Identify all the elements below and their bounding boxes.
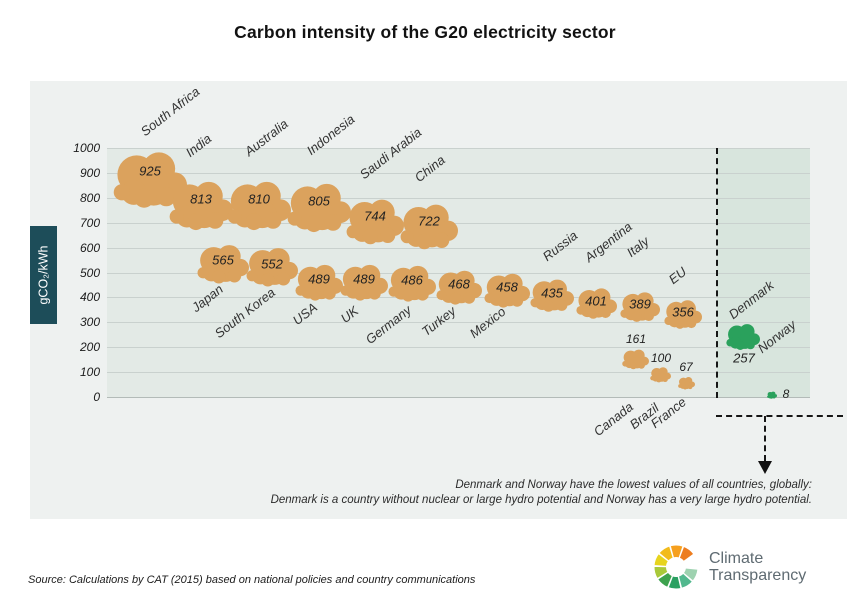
y-tick-400: 400 xyxy=(79,290,100,305)
cloud-argentina xyxy=(575,288,617,319)
value-denmark: 257 xyxy=(733,350,755,366)
cloud-norway xyxy=(767,391,777,399)
gridline-300 xyxy=(107,322,810,324)
logo-line-1: Climate xyxy=(709,550,764,567)
bracket-vertical-dashed-line xyxy=(764,416,766,461)
value-italy: 389 xyxy=(629,296,651,312)
gridline-500 xyxy=(107,272,810,274)
cloud-south-africa xyxy=(113,152,187,208)
cloud-uk xyxy=(340,265,388,301)
logo-line-2: Transparency xyxy=(709,567,807,584)
cloud-saudi-arabia xyxy=(346,199,404,244)
value-india: 813 xyxy=(190,191,212,207)
climate-transparency-logo: Climate Transparency xyxy=(652,543,806,591)
value-eu: 356 xyxy=(672,304,694,320)
cloud-germany xyxy=(388,265,436,302)
value-argentina: 401 xyxy=(585,293,607,309)
gridline-800 xyxy=(107,197,810,199)
y-tick-700: 700 xyxy=(79,215,100,230)
annotation-line-1: Denmark and Norway have the lowest value… xyxy=(455,479,812,491)
y-tick-500: 500 xyxy=(79,265,100,280)
y-axis-unit-label: gCO₂/kWh xyxy=(36,245,51,305)
annotation-line-2: Denmark is a country without nuclear or … xyxy=(270,494,812,506)
value-china: 722 xyxy=(418,213,440,229)
cloud-eu xyxy=(664,300,702,330)
value-russia: 435 xyxy=(541,285,563,301)
value-australia: 810 xyxy=(248,191,270,207)
cloud-indonesia xyxy=(287,183,351,232)
logo-wordmark: Climate Transparency xyxy=(709,550,806,584)
cloud-denmark xyxy=(726,323,760,350)
cloud-china xyxy=(400,204,458,250)
value-norway: 8 xyxy=(782,387,790,401)
y-tick-600: 600 xyxy=(79,240,100,255)
source-note: Source: Calculations by CAT (2015) based… xyxy=(28,574,476,586)
gridline-1000 xyxy=(107,148,810,149)
cloud-south-korea xyxy=(246,248,298,287)
value-turkey: 468 xyxy=(448,276,470,292)
cloud-usa xyxy=(295,265,343,301)
cloud-india xyxy=(169,181,233,230)
lowest-values-annotation: Denmark and Norway have the lowest value… xyxy=(212,478,812,508)
cloud-australia xyxy=(227,182,291,231)
gridline-100 xyxy=(107,372,810,374)
value-south-africa: 925 xyxy=(139,163,161,179)
value-usa: 489 xyxy=(308,271,330,287)
page-title: Carbon intensity of the G20 electricity … xyxy=(234,22,616,42)
value-saudi-arabia: 744 xyxy=(364,208,386,224)
y-tick-0: 0 xyxy=(93,390,100,404)
bracket-horizontal-dashed-line xyxy=(716,415,843,417)
gridline-600 xyxy=(107,247,810,249)
y-tick-100: 100 xyxy=(79,365,100,380)
gridline-900 xyxy=(107,172,810,174)
value-south-korea: 552 xyxy=(261,256,283,272)
value-japan: 565 xyxy=(212,252,234,268)
value-indonesia: 805 xyxy=(308,193,330,209)
cloud-japan xyxy=(197,244,249,284)
logo-segment-8 xyxy=(678,545,695,563)
value-canada: 161 xyxy=(625,332,647,346)
y-tick-800: 800 xyxy=(79,190,100,205)
cloud-russia xyxy=(530,279,574,312)
value-mexico: 458 xyxy=(496,279,518,295)
gridline-200 xyxy=(107,347,810,349)
cloud-mexico xyxy=(484,273,530,308)
cloud-turkey xyxy=(436,271,482,306)
climate-transparency-fan-icon xyxy=(653,544,699,590)
dashed-separator xyxy=(716,148,718,398)
cloud-brazil xyxy=(649,366,671,382)
value-uk: 489 xyxy=(353,271,375,287)
gridline-0 xyxy=(107,397,810,398)
y-axis-unit-box: gCO₂/kWh xyxy=(30,226,57,324)
gridline-700 xyxy=(107,222,810,224)
y-tick-300: 300 xyxy=(79,315,100,330)
cloud-italy xyxy=(620,291,660,322)
cloud-france xyxy=(677,377,695,390)
value-germany: 486 xyxy=(401,272,423,288)
y-tick-200: 200 xyxy=(79,340,100,355)
y-tick-900: 900 xyxy=(79,165,100,180)
value-france: 67 xyxy=(679,360,693,374)
y-tick-1000: 1000 xyxy=(73,141,100,155)
cloud-canada xyxy=(621,349,649,370)
down-arrow-icon xyxy=(758,461,772,474)
value-brazil: 100 xyxy=(650,351,672,365)
